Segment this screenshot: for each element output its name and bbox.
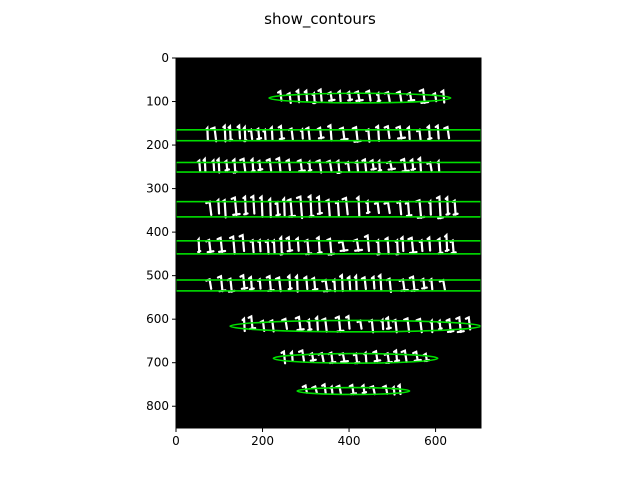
- y-tick-label: 500: [146, 269, 169, 283]
- contour-2: [176, 129, 481, 142]
- y-tick-label: 400: [146, 225, 169, 239]
- y-tick-label: 0: [161, 51, 169, 65]
- x-tick-label: 600: [424, 434, 447, 448]
- contour-4: [176, 200, 481, 218]
- contour-3: [176, 161, 481, 173]
- contour-9: [296, 386, 411, 396]
- contour-1: [268, 92, 452, 104]
- x-tick-label: 0: [172, 434, 180, 448]
- y-tick-label: 200: [146, 138, 169, 152]
- image-axes: 0 200 400 600 0 100 200 300 400 500 600 700 800: [146, 51, 482, 448]
- image-content: [176, 87, 481, 396]
- y-tick-label: 100: [146, 95, 169, 109]
- figure-title: show_contours: [264, 10, 376, 29]
- contour-8: [272, 352, 439, 364]
- y-tick-label: 300: [146, 182, 169, 196]
- text-line-9: [301, 382, 402, 396]
- y-tick-label: 600: [146, 312, 169, 326]
- y-tick-label: 800: [146, 399, 169, 413]
- contour-6: [176, 279, 481, 292]
- axes-frame: [175, 57, 482, 429]
- contour-5: [176, 240, 481, 255]
- x-tick-label: 400: [338, 434, 361, 448]
- x-tick-label: 200: [251, 434, 274, 448]
- y-tick-label: 700: [146, 356, 169, 370]
